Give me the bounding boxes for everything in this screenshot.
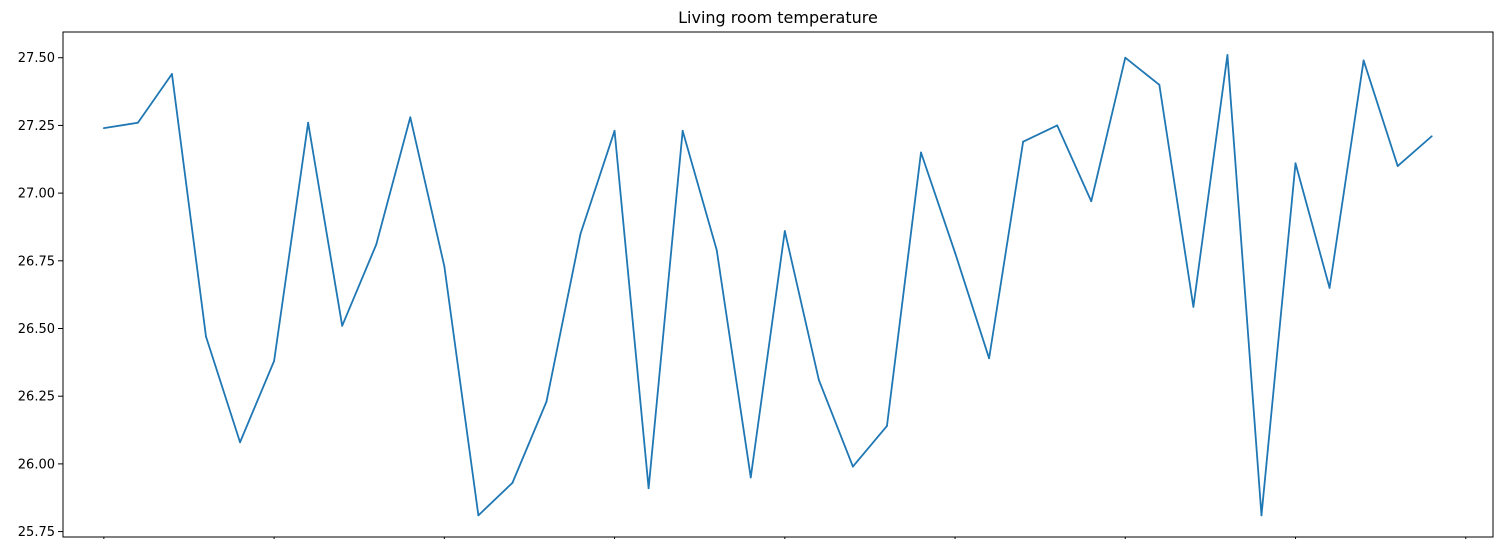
data-point [171,73,173,75]
data-point [1022,140,1025,143]
data-point [273,360,275,362]
data-point [852,465,854,468]
y-tick-label: 26.75 [18,254,55,269]
y-tick-label: 27.50 [18,51,55,66]
y-tick-label: 27.25 [18,119,55,134]
data-point [1090,200,1093,203]
y-tick-label: 27.00 [18,187,55,202]
axis-ticks: 25.75 26.00 26.25 26.50 26.75 27.00 27.25 27.50 [18,51,1467,539]
y-tick-label: 26.00 [18,457,55,472]
data-point [783,230,786,232]
y-tick-label: 26.50 [18,322,55,337]
data-point [954,251,956,254]
data-point [1158,83,1161,86]
data-point [613,129,616,132]
data-point [375,243,378,246]
data-point [1362,59,1365,62]
data-point [715,249,718,251]
data-point [1260,514,1263,517]
data-point [886,425,888,427]
series-group [102,54,1433,517]
data-point [102,127,105,130]
data-point [1056,124,1059,127]
series-line [103,54,1433,517]
data-point [545,400,548,403]
y-tick-label: 25.75 [18,525,55,539]
data-point [477,514,480,517]
data-point [239,441,241,444]
data-point [749,476,752,479]
data-point [681,129,684,132]
chart-title: Living room temperature [678,8,878,27]
data-point [511,481,514,484]
data-point [1430,135,1433,138]
data-point [1192,305,1195,308]
data-point [817,379,820,381]
data-point [920,151,922,154]
data-point [341,324,344,327]
data-point [409,116,412,119]
data-point [579,232,582,235]
y-tick-label: 26.25 [18,390,55,405]
plot-frame [62,31,1494,538]
data-point [1226,54,1229,56]
data-point [307,121,310,124]
data-point [1124,56,1127,59]
data-point [137,121,139,124]
data-point [443,265,446,268]
data-point [988,357,990,360]
data-point [1328,286,1331,289]
data-point [205,335,207,338]
data-point [1294,162,1297,165]
data-point [1396,165,1399,167]
data-point [647,487,650,490]
